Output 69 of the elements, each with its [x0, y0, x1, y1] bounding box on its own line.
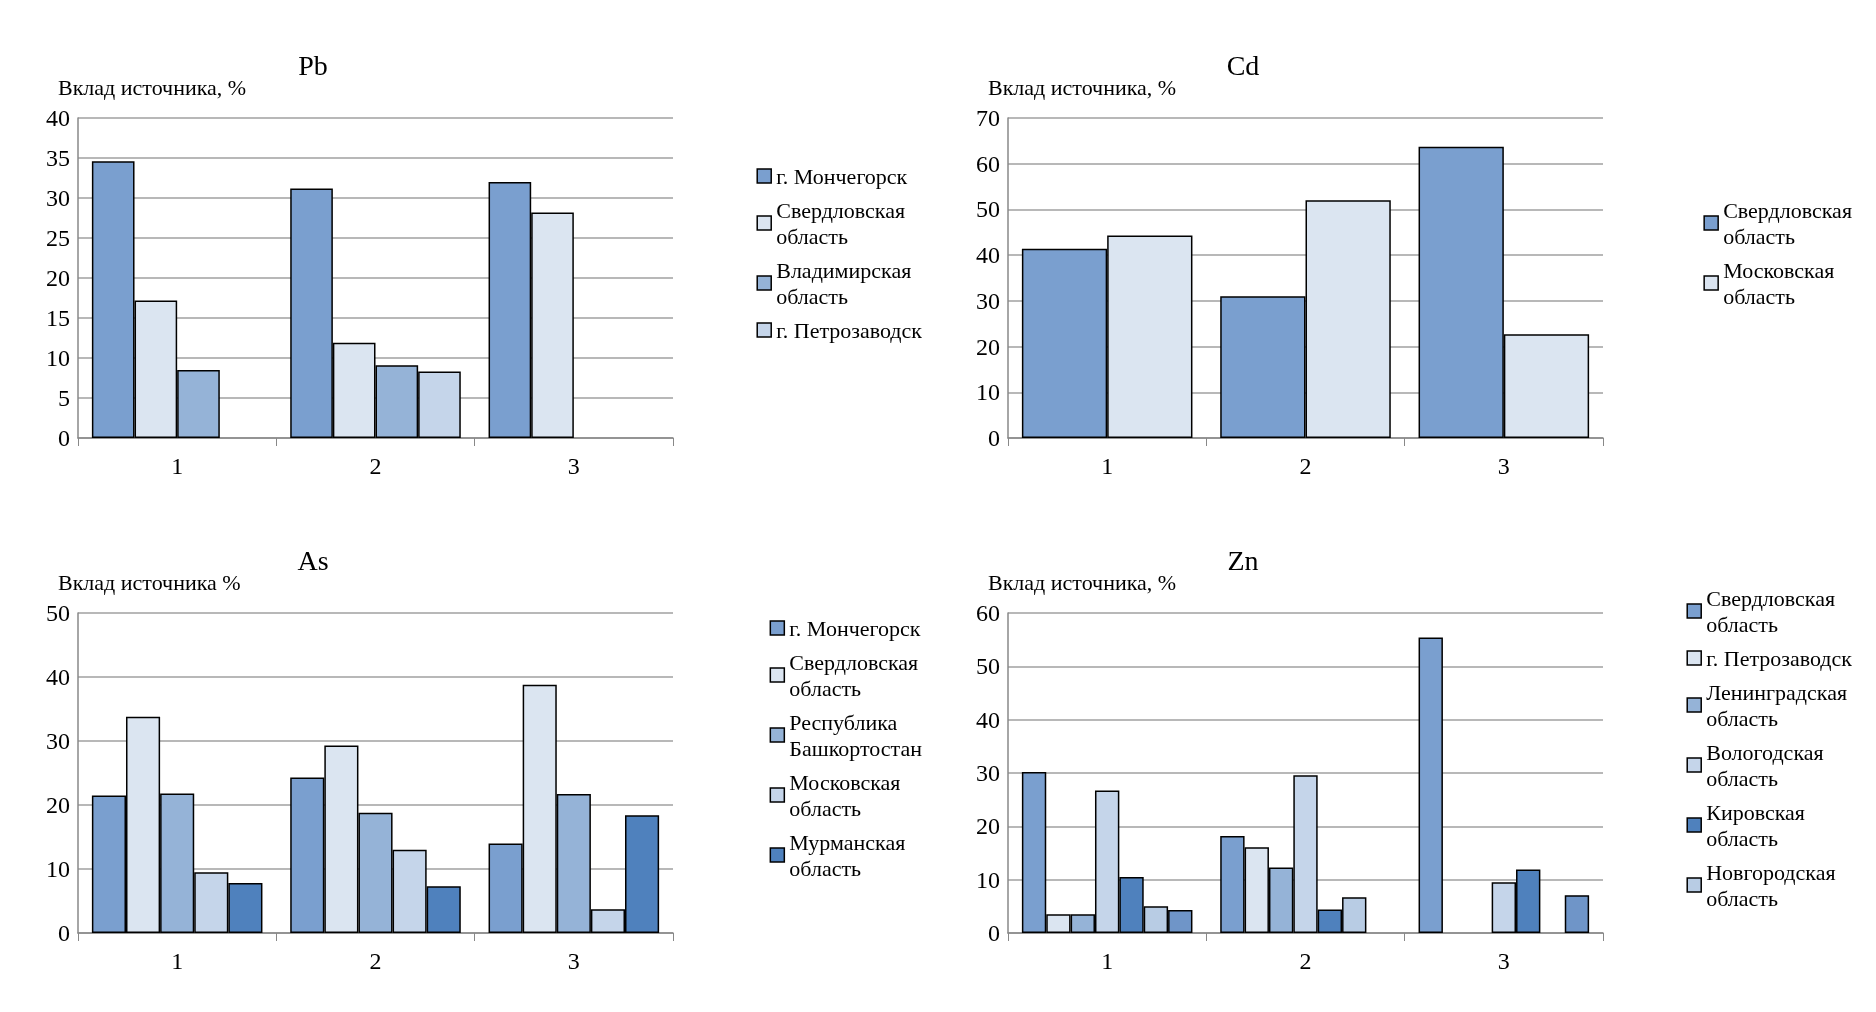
y-tick-label: 10 [976, 866, 1000, 893]
y-axis-title: Вклад источника, % [988, 74, 1177, 100]
bar [1418, 637, 1443, 933]
y-tick-label: 10 [46, 856, 70, 882]
x-tick-label: 3 [567, 453, 580, 479]
y-tick-label: 10 [46, 345, 70, 371]
chart-title: Cd [1226, 49, 1260, 81]
y-tick-label: 25 [46, 225, 70, 251]
bar [1564, 895, 1590, 933]
y-tick-label: 0 [58, 425, 70, 451]
legend-label: Ленинградская область [1706, 679, 1848, 731]
y-tick-label: 50 [976, 196, 1000, 223]
legend-label: Кировская область [1706, 799, 1805, 851]
x-tick-label: 3 [567, 948, 580, 974]
y-axis-title: Вклад источника, % [58, 74, 247, 100]
x-tick-label: 2 [369, 453, 382, 479]
y-tick-label: 20 [46, 792, 70, 818]
chart-title: Zn [1227, 544, 1259, 576]
legend-label: Свердловская область [1706, 585, 1836, 637]
y-tick-label: 30 [46, 728, 70, 754]
y-tick-label: 20 [46, 265, 70, 291]
y-axis-title: Вклад источника, % [988, 569, 1177, 595]
y-tick-label: 10 [976, 379, 1000, 406]
chart-title: Pb [298, 49, 328, 81]
x-tick-label: 1 [1101, 948, 1114, 974]
y-tick-label: 0 [58, 920, 70, 946]
y-axis-title: Вклад источника % [58, 569, 241, 595]
legend-label: г. Петрозаводск [776, 317, 923, 343]
y-tick-label: 40 [976, 706, 1000, 733]
y-tick-label: 40 [46, 664, 70, 690]
legend-label: Свердловская область [776, 197, 906, 249]
legend-label: г. Петрозаводск [1706, 645, 1853, 671]
y-tick-label: 15 [46, 305, 70, 331]
legend-label: Республика Башкортостан [789, 709, 923, 761]
legend-label: Мурманская область [789, 829, 906, 881]
x-tick-label: 1 [171, 453, 184, 479]
y-tick-label: 40 [976, 242, 1000, 269]
legend-label: Московская область [789, 769, 901, 821]
y-tick-label: 60 [976, 600, 1000, 626]
y-tick-label: 60 [976, 150, 1000, 177]
y-tick-label: 50 [46, 600, 70, 626]
legend-label: Новгородская область [1706, 859, 1836, 911]
y-tick-label: 70 [976, 105, 1000, 131]
y-tick-label: 40 [46, 105, 70, 131]
x-tick-label: 3 [1497, 948, 1510, 974]
x-tick-label: 3 [1497, 453, 1510, 479]
legend-label: Вологодская область [1706, 739, 1824, 791]
y-tick-label: 5 [58, 385, 70, 411]
x-tick-label: 2 [1299, 948, 1312, 974]
legend-label: Свердловская область [1723, 197, 1852, 249]
y-tick-label: 30 [976, 760, 1000, 786]
legend-label: Московская область [1723, 257, 1835, 309]
y-tick-label: 30 [46, 185, 70, 211]
chart-title: As [297, 544, 329, 576]
x-tick-label: 1 [171, 948, 184, 974]
x-tick-label: 1 [1101, 453, 1114, 479]
y-tick-label: 20 [976, 333, 1000, 360]
legend-label: г. Мончегорск [789, 615, 921, 641]
y-tick-label: 0 [988, 920, 1000, 946]
x-tick-label: 2 [1299, 453, 1312, 479]
y-tick-label: 35 [46, 145, 70, 171]
legend-label: г. Мончегорск [776, 163, 908, 189]
y-tick-label: 20 [976, 813, 1000, 840]
y-tick-label: 50 [976, 653, 1000, 680]
legend-label: Свердловская область [789, 649, 919, 701]
x-tick-label: 2 [369, 948, 382, 974]
y-tick-label: 30 [976, 287, 1000, 314]
y-tick-label: 0 [988, 425, 1000, 451]
legend-label: Владимирская область [776, 257, 912, 309]
